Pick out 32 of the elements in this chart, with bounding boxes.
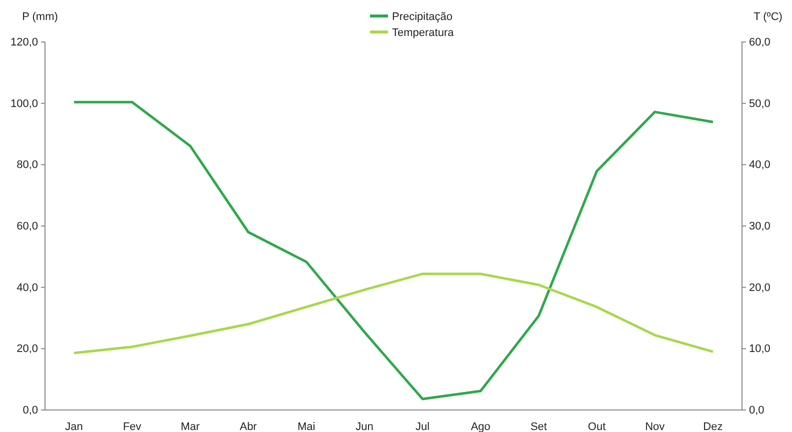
y-tick-label: 20,0 [16, 343, 38, 356]
x-tick-label: Mar [180, 420, 200, 432]
y2-tick-label: 10,0 [749, 343, 770, 356]
x-tick-label: Set [530, 420, 547, 432]
y2-axis-title: T (ºC) [754, 11, 782, 23]
y2-tick-label: 0,0 [749, 404, 764, 417]
y-tick-label: 0,0 [22, 404, 38, 417]
y-tick-label: 100,0 [10, 98, 38, 110]
x-tick-label: Abr [240, 420, 258, 432]
y-tick-label: 120,0 [10, 36, 38, 49]
y2-tick-label: 60,0 [749, 36, 770, 49]
legend-label: Precipitação [392, 11, 453, 23]
y-tick-label: 40,0 [16, 282, 38, 294]
y-axis-title: P (mm) [22, 11, 58, 23]
y-tick-label: 80,0 [16, 159, 38, 172]
x-tick-label: Jan [65, 420, 83, 432]
x-tick-label: Jun [356, 420, 374, 432]
legend-label: Temperatura [392, 27, 455, 39]
y2-tick-label: 30,0 [749, 220, 770, 233]
line-series [72, 272, 714, 354]
x-tick-label: Nov [645, 420, 666, 432]
x-tick-label: Dez [703, 420, 723, 432]
line-series [72, 100, 714, 400]
x-tick-label: Jul [416, 420, 430, 432]
x-tick-label: Mai [298, 420, 316, 432]
x-tick-label: Ago [470, 420, 490, 432]
x-tick-label: Out [588, 420, 606, 432]
y2-tick-label: 50,0 [749, 98, 770, 110]
y-tick-label: 60,0 [16, 220, 38, 233]
y2-tick-label: 40,0 [749, 159, 770, 172]
y2-tick-label: 20,0 [749, 282, 770, 294]
x-tick-label: Fev [122, 420, 142, 432]
